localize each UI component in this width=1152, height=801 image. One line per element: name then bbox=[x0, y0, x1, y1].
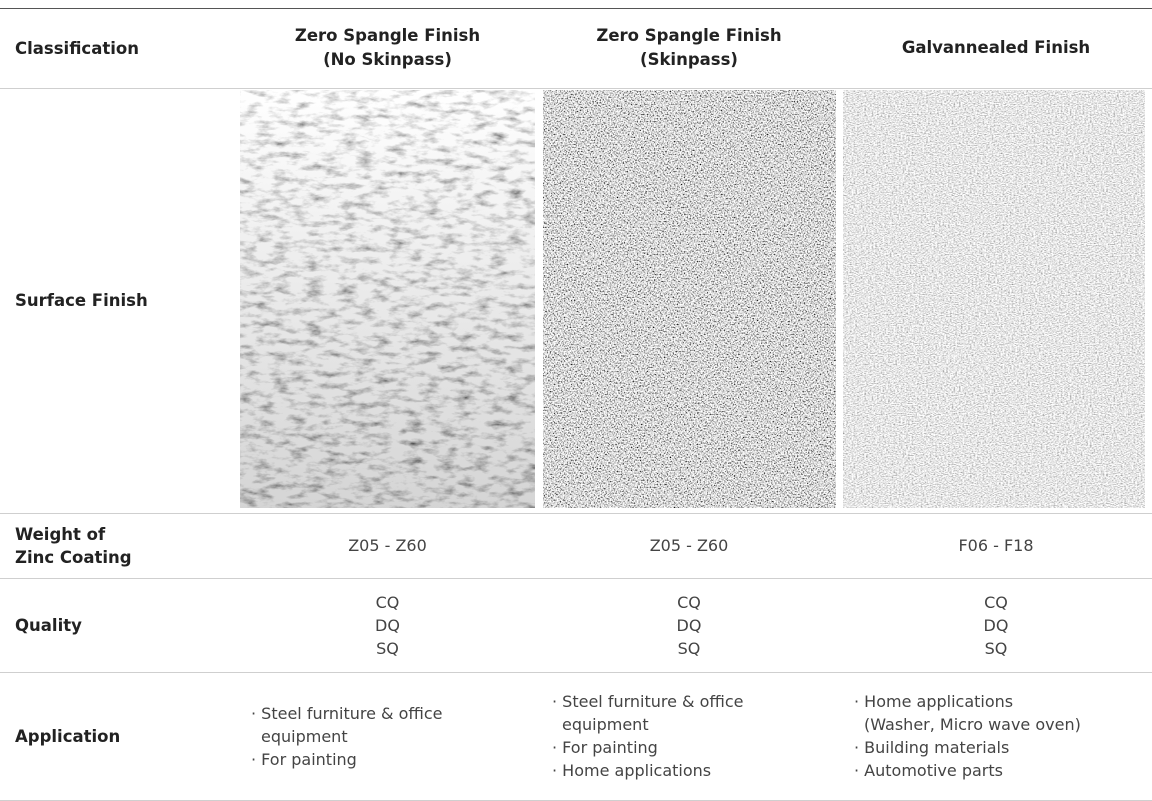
header-text: Zero Spangle Finish bbox=[295, 24, 480, 48]
row-label: Application bbox=[0, 672, 237, 800]
list-item: · Automotive parts bbox=[854, 759, 1003, 782]
list-item: · Building materials bbox=[854, 736, 1009, 759]
list-item: (Washer, Micro wave oven) bbox=[854, 713, 1081, 736]
cell-text: DQ bbox=[375, 614, 400, 637]
list-item: · Home applications bbox=[854, 690, 1013, 713]
cell: · Home applications(Washer, Micro wave o… bbox=[840, 672, 1152, 800]
list-item: · Home applications bbox=[552, 759, 711, 782]
list-item: · Steel furniture & office bbox=[251, 702, 443, 725]
row-label: Quality bbox=[0, 578, 237, 672]
list-item: · Steel furniture & office bbox=[552, 690, 744, 713]
cell-text: CQ bbox=[376, 591, 400, 614]
row-label-text: Surface Finish bbox=[15, 289, 237, 312]
row-label-text: Application bbox=[15, 725, 237, 748]
header-text: (Skinpass) bbox=[640, 48, 738, 72]
cell-text: DQ bbox=[984, 614, 1009, 637]
cell-text: DQ bbox=[677, 614, 702, 637]
cell-text: Z05 - Z60 bbox=[650, 534, 729, 557]
cell-text: Z05 - Z60 bbox=[348, 534, 427, 557]
header-text: Classification bbox=[15, 37, 237, 60]
header-cell: Classification bbox=[0, 8, 237, 88]
surface-image bbox=[240, 90, 535, 508]
list-item: · For painting bbox=[251, 748, 357, 771]
cell-text: CQ bbox=[677, 591, 701, 614]
cell: F06 - F18 bbox=[840, 513, 1152, 578]
cell-text: SQ bbox=[376, 637, 399, 660]
row-label-text: Quality bbox=[15, 614, 237, 637]
cell-text: F06 - F18 bbox=[958, 534, 1033, 557]
header-cell: Galvannealed Finish bbox=[840, 8, 1152, 88]
header-cell: Zero Spangle Finish(No Skinpass) bbox=[237, 8, 538, 88]
surface-image bbox=[843, 90, 1145, 508]
cell-text: SQ bbox=[985, 637, 1008, 660]
surface-image bbox=[543, 90, 836, 508]
header-cell: Zero Spangle Finish(Skinpass) bbox=[538, 8, 840, 88]
cell: Z05 - Z60 bbox=[237, 513, 538, 578]
cell-text: CQ bbox=[984, 591, 1008, 614]
row-label-text: Zinc Coating bbox=[15, 546, 237, 569]
cell-text: SQ bbox=[678, 637, 701, 660]
row-label-text: Weight of bbox=[15, 523, 237, 546]
list-item: equipment bbox=[552, 713, 649, 736]
page: (() => { const data = JSON.parse(documen… bbox=[0, 0, 1152, 801]
cell: Z05 - Z60 bbox=[538, 513, 840, 578]
header-text: Zero Spangle Finish bbox=[596, 24, 781, 48]
header-text: (No Skinpass) bbox=[323, 48, 452, 72]
row-label: Surface Finish bbox=[0, 88, 237, 513]
header-text: Galvannealed Finish bbox=[902, 36, 1090, 60]
list-item: · For painting bbox=[552, 736, 658, 759]
list-item: equipment bbox=[251, 725, 348, 748]
